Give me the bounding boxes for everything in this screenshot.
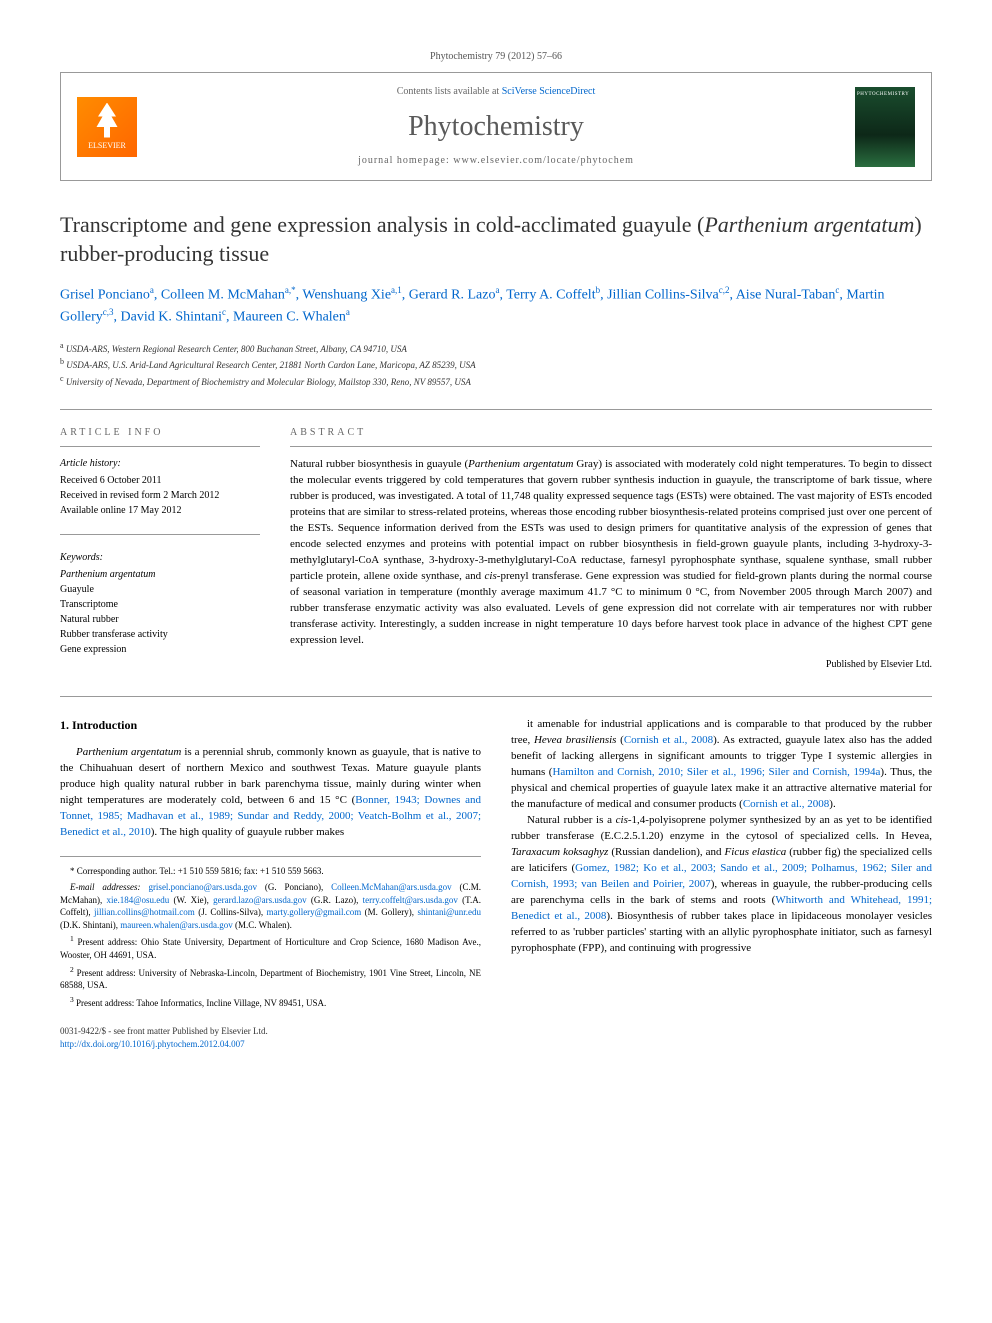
keyword: Parthenium argentatum (60, 567, 260, 582)
homepage-prefix: journal homepage: (358, 155, 453, 166)
emails-label: E-mail addresses: (70, 882, 141, 892)
page-root: Phytochemistry 79 (2012) 57–66 ELSEVIER … (0, 0, 992, 1101)
column-right: it amenable for industrial applications … (511, 717, 932, 1050)
history-received: Received 6 October 2011 (60, 473, 260, 488)
divider (60, 409, 932, 410)
homepage-url: www.elsevier.com/locate/phytochem (453, 155, 634, 166)
column-left: 1. Introduction Parthenium argentatum is… (60, 717, 481, 1050)
section-heading-introduction: 1. Introduction (60, 717, 481, 734)
footer-bar: 0031-9422/$ - see front matter Published… (60, 1025, 481, 1050)
abstract-text: Natural rubber biosynthesis in guayule (… (290, 457, 932, 648)
affiliation-c: c University of Nevada, Department of Bi… (60, 373, 932, 390)
keyword: Natural rubber (60, 612, 260, 627)
footnotes-block: * Corresponding author. Tel.: +1 510 559… (60, 856, 481, 1009)
elsevier-logo: ELSEVIER (77, 97, 137, 157)
article-title: Transcriptome and gene expression analys… (60, 211, 932, 268)
body-columns: 1. Introduction Parthenium argentatum is… (60, 717, 932, 1050)
abstract-block: ABSTRACT Natural rubber biosynthesis in … (290, 426, 932, 672)
keyword: Rubber transferase activity (60, 627, 260, 642)
footnote-present-address-2: 2 Present address: University of Nebrask… (60, 965, 481, 992)
homepage-line: journal homepage: www.elsevier.com/locat… (157, 154, 835, 168)
divider (60, 696, 932, 697)
title-part1: Transcriptome and gene expression analys… (60, 212, 704, 237)
keyword: Gene expression (60, 642, 260, 657)
journal-name: Phytochemistry (157, 107, 835, 146)
history-heading: Article history: (60, 457, 260, 471)
affiliation-b: b USDA-ARS, U.S. Arid-Land Agricultural … (60, 356, 932, 373)
email-addresses: E-mail addresses: grisel.ponciano@ars.us… (60, 881, 481, 931)
elsevier-tree-icon (92, 103, 122, 138)
corresponding-author-note: * Corresponding author. Tel.: +1 510 559… (60, 865, 481, 878)
abstract-label: ABSTRACT (290, 426, 932, 447)
journal-cover-thumbnail (855, 87, 915, 167)
header-center: Contents lists available at SciVerse Sci… (157, 85, 835, 168)
article-info-label: ARTICLE INFO (60, 426, 260, 447)
keywords-heading: Keywords: (60, 551, 260, 565)
journal-reference: Phytochemistry 79 (2012) 57–66 (60, 50, 932, 64)
article-info-sidebar: ARTICLE INFO Article history: Received 6… (60, 426, 260, 672)
authors-list: Grisel Poncianoa, Colleen M. McMahana,*,… (60, 284, 932, 327)
journal-header: ELSEVIER Contents lists available at Sci… (60, 72, 932, 181)
body-paragraph: Natural rubber is a cis-1,4-polyisoprene… (511, 813, 932, 956)
abstract-publisher: Published by Elsevier Ltd. (290, 658, 932, 672)
keywords-block: Keywords: Parthenium argentatum Guayule … (60, 551, 260, 657)
info-divider (60, 534, 260, 535)
footnote-present-address-3: 3 Present address: Tahoe Informatics, In… (60, 995, 481, 1010)
copyright-line: 0031-9422/$ - see front matter Published… (60, 1025, 481, 1038)
sciencedirect-link[interactable]: SciVerse ScienceDirect (502, 86, 596, 97)
history-revised: Received in revised form 2 March 2012 (60, 488, 260, 503)
contents-prefix: Contents lists available at (397, 86, 502, 97)
elsevier-logo-text: ELSEVIER (88, 140, 126, 151)
body-paragraph: it amenable for industrial applications … (511, 717, 932, 813)
affiliations: a USDA-ARS, Western Regional Research Ce… (60, 340, 932, 390)
info-abstract-row: ARTICLE INFO Article history: Received 6… (60, 426, 932, 672)
title-species: Parthenium argentatum (704, 212, 914, 237)
doi-link[interactable]: http://dx.doi.org/10.1016/j.phytochem.20… (60, 1039, 245, 1049)
footnote-present-address-1: 1 Present address: Ohio State University… (60, 934, 481, 961)
body-paragraph: Parthenium argentatum is a perennial shr… (60, 745, 481, 841)
keyword: Transcriptome (60, 597, 260, 612)
keyword: Guayule (60, 582, 260, 597)
contents-line: Contents lists available at SciVerse Sci… (157, 85, 835, 99)
history-online: Available online 17 May 2012 (60, 503, 260, 518)
affiliation-a: a USDA-ARS, Western Regional Research Ce… (60, 340, 932, 357)
